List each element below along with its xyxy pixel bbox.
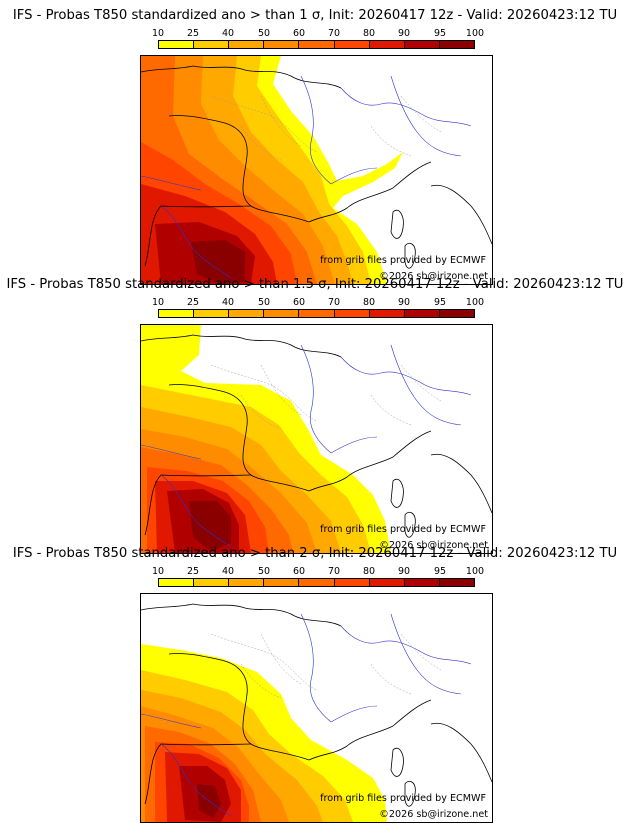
map-panel-1sigma: IFS - Probas T850 standardized ano > tha… [0, 8, 630, 285]
colorbar-tick-labels: 10 25 40 50 60 70 80 90 95 100 [148, 28, 488, 40]
colorbar-swatch [299, 41, 335, 48]
country-borders [141, 75, 472, 279]
colorbar-tick: 60 [292, 28, 306, 39]
colorbar-swatch [404, 310, 440, 317]
colorbar-tick: 25 [186, 28, 200, 39]
colorbar-swatch [159, 310, 195, 317]
colorbar-tick: 40 [221, 566, 235, 577]
colorbar-tick: 100 [465, 297, 485, 308]
colorbar-tick: 70 [327, 297, 341, 308]
colorbar-swatch [404, 41, 440, 48]
probability-map: from grib files provided by ECMWF ©2026 … [140, 593, 493, 823]
country-borders [141, 344, 472, 548]
colorbar-tick: 90 [397, 566, 411, 577]
colorbar-tick: 100 [465, 566, 485, 577]
colorbar-tick: 50 [257, 28, 271, 39]
colorbar-swatch [264, 41, 300, 48]
colorbar-swatch [229, 310, 265, 317]
map-panel-2sigma: IFS - Probas T850 standardized ano > tha… [0, 546, 630, 823]
colorbar-swatch [334, 41, 370, 48]
colorbar-tick-labels: 10 25 40 50 60 70 80 90 95 100 [148, 566, 488, 578]
prob-contour-95 [191, 240, 245, 284]
colorbar-swatch [299, 310, 335, 317]
colorbar-tick: 80 [362, 28, 376, 39]
colorbar-swatch [369, 579, 405, 586]
probability-map: from grib files provided by ECMWF ©2026 … [140, 55, 493, 285]
colorbar-tick: 90 [397, 297, 411, 308]
colorbar-swatch [334, 579, 370, 586]
region-borders [210, 364, 442, 430]
prob-contour-95 [189, 501, 231, 551]
colorbar-swatch [194, 41, 230, 48]
grib-source-credit: from grib files provided by ECMWF [320, 255, 486, 266]
copyright-credit: ©2026 sb@irizone.net [379, 540, 488, 551]
colorbar-tick: 60 [292, 297, 306, 308]
copyright-credit: ©2026 sb@irizone.net [379, 271, 488, 282]
colorbar-swatch [334, 310, 370, 317]
colorbar [158, 40, 475, 49]
colorbar-tick: 95 [433, 28, 447, 39]
colorbar-swatch [194, 579, 230, 586]
colorbar-swatch [264, 579, 300, 586]
colorbar-tick: 100 [465, 28, 485, 39]
colorbar-swatch [229, 579, 265, 586]
colorbar-swatch [264, 310, 300, 317]
colorbar-swatch [159, 579, 195, 586]
colorbar-tick: 10 [151, 566, 165, 577]
colorbar-tick: 50 [257, 297, 271, 308]
copyright-credit: ©2026 sb@irizone.net [379, 809, 488, 820]
map-graphic [141, 56, 492, 284]
colorbar-tick: 25 [186, 566, 200, 577]
colorbar-tick: 70 [327, 566, 341, 577]
colorbar-swatch [194, 310, 230, 317]
colorbar-tick: 40 [221, 28, 235, 39]
colorbar-swatch [404, 579, 440, 586]
panel-title: IFS - Probas T850 standardized ano > tha… [12, 546, 618, 561]
country-borders [141, 613, 472, 817]
colorbar-tick: 10 [151, 297, 165, 308]
panel-title: IFS - Probas T850 standardized ano > tha… [6, 277, 624, 292]
colorbar-tick: 40 [221, 297, 235, 308]
colorbar-swatch [439, 579, 474, 586]
colorbar-tick: 95 [433, 297, 447, 308]
colorbar-swatch [369, 41, 405, 48]
colorbar-tick: 80 [362, 297, 376, 308]
region-borders [210, 633, 442, 699]
map-graphic [141, 603, 492, 822]
colorbar-tick: 95 [433, 566, 447, 577]
colorbar-swatch [229, 41, 265, 48]
colorbar [158, 578, 475, 587]
grib-source-credit: from grib files provided by ECMWF [320, 793, 486, 804]
colorbar-tick: 50 [257, 566, 271, 577]
colorbar-swatch [439, 310, 474, 317]
colorbar-tick: 25 [186, 297, 200, 308]
colorbar-swatch [369, 310, 405, 317]
colorbar [158, 309, 475, 318]
region-borders [210, 95, 442, 161]
colorbar-tick: 90 [397, 28, 411, 39]
colorbar-tick: 80 [362, 566, 376, 577]
colorbar-swatch [159, 41, 195, 48]
coastlines [141, 65, 492, 269]
map-panel-1-5sigma: IFS - Probas T850 standardized ano > tha… [0, 277, 630, 554]
colorbar-tick: 60 [292, 566, 306, 577]
colorbar-swatch [439, 41, 474, 48]
colorbar-tick-labels: 10 25 40 50 60 70 80 90 95 100 [148, 297, 488, 309]
panel-title: IFS - Probas T850 standardized ano > tha… [12, 8, 618, 23]
map-graphic [141, 325, 492, 553]
colorbar-swatch [299, 579, 335, 586]
colorbar-tick: 10 [151, 28, 165, 39]
grib-source-credit: from grib files provided by ECMWF [320, 524, 486, 535]
colorbar-tick: 70 [327, 28, 341, 39]
probability-map: from grib files provided by ECMWF ©2026 … [140, 324, 493, 554]
